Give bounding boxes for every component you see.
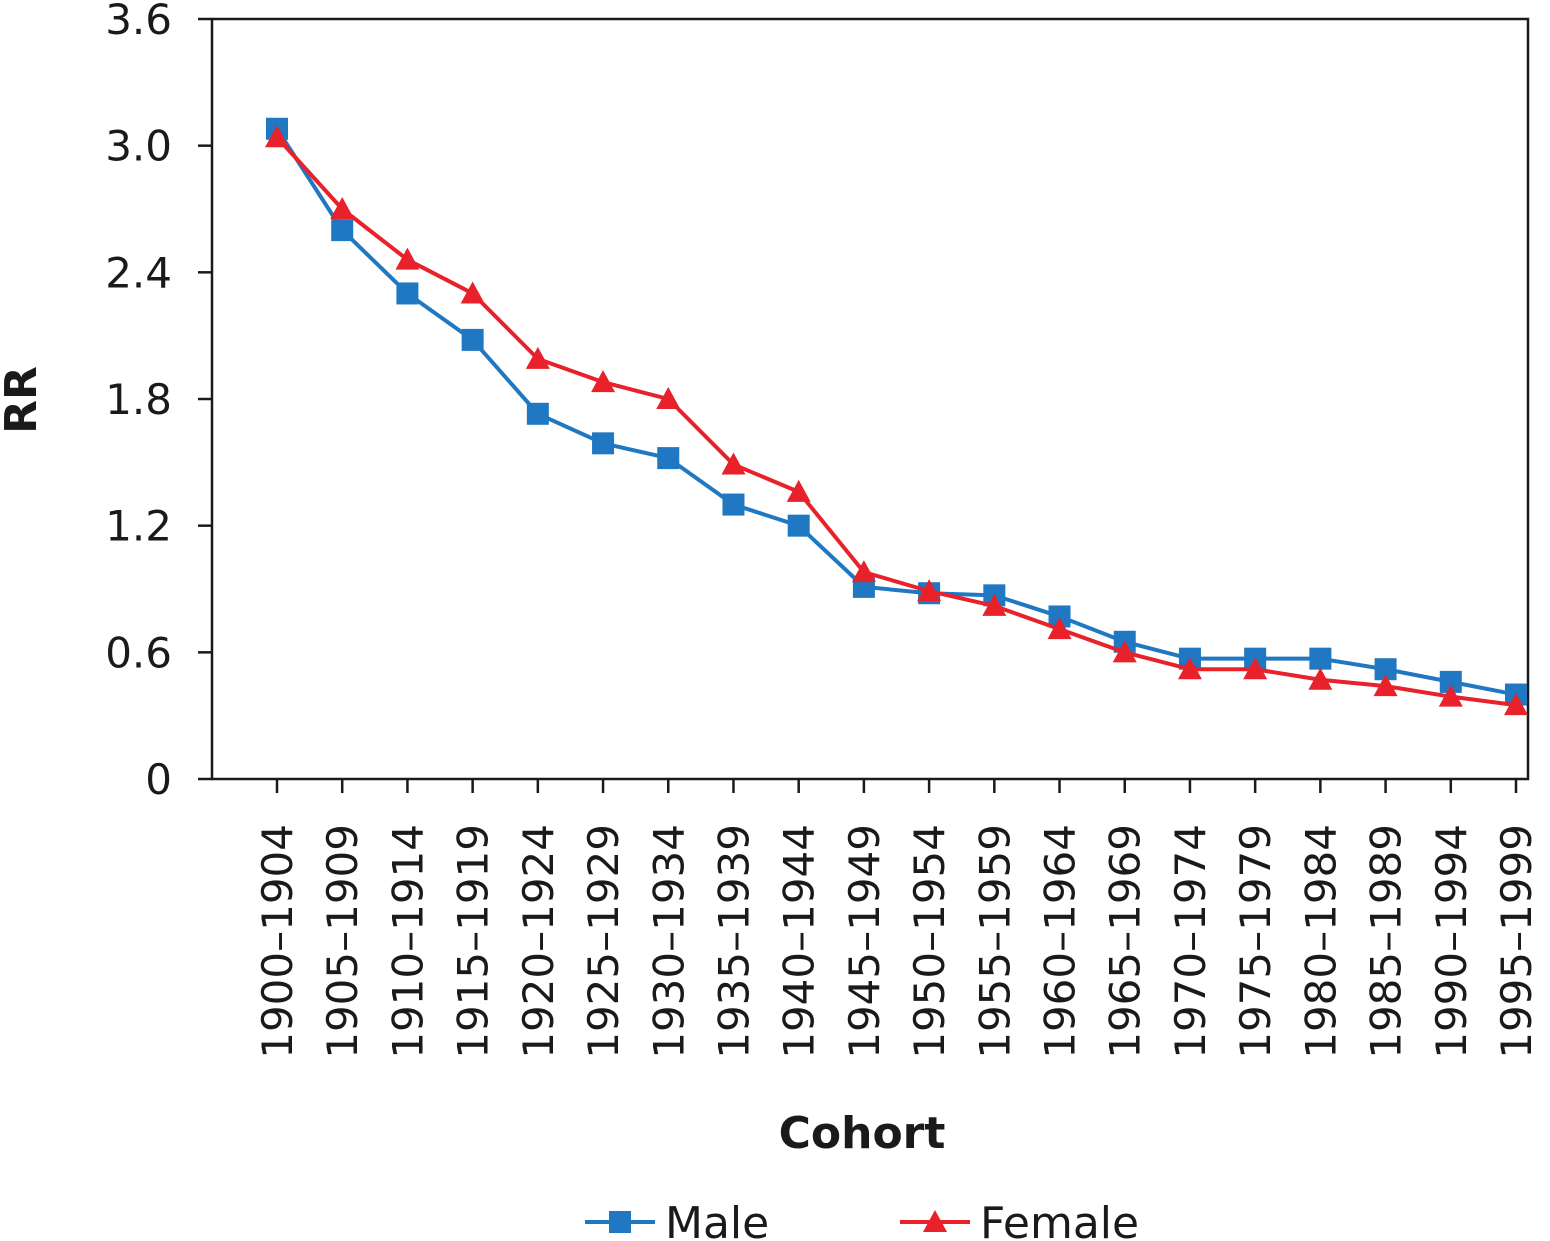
data-point-female <box>1373 674 1398 697</box>
data-point-male <box>787 514 810 537</box>
y-tick-label: 1.8 <box>105 375 172 424</box>
x-tick-label: 1975–1979 <box>1231 824 1280 1059</box>
x-tick-label: 1995–1999 <box>1492 824 1541 1059</box>
data-point-female <box>656 387 681 409</box>
x-axis-ticks: 1900–1904 1905–1909 1910–1914 1915–1919 1920… <box>253 779 1541 1059</box>
data-point-female <box>265 125 289 148</box>
x-tick-label: 1980–1984 <box>1296 824 1345 1059</box>
data-point-female <box>330 197 355 219</box>
data-point-female <box>591 370 616 393</box>
data-point-female <box>721 452 746 475</box>
data-point-female <box>982 593 1007 616</box>
legend-marker-male <box>609 1211 631 1233</box>
x-tick-label: 1985–1989 <box>1362 824 1411 1059</box>
data-point-female <box>917 579 942 602</box>
y-tick-label: 0 <box>145 755 172 804</box>
y-tick-label: 3.0 <box>105 122 172 171</box>
data-point-female <box>1112 640 1137 663</box>
series-layer <box>265 117 1528 716</box>
data-point-female <box>395 247 420 270</box>
x-tick-label: 1930–1934 <box>644 824 693 1059</box>
data-point-male <box>722 493 745 516</box>
series-male <box>266 117 1527 706</box>
x-tick-label: 1900–1904 <box>253 824 302 1059</box>
data-point-male <box>461 328 484 351</box>
x-tick-label: 1905–1909 <box>318 824 367 1059</box>
x-tick-label: 1915–1919 <box>449 824 498 1059</box>
legend: Male Female <box>585 1198 1139 1241</box>
series-line-male <box>275 127 1517 697</box>
data-point-female <box>786 479 811 502</box>
data-point-male <box>657 447 680 470</box>
x-tick-label: 1955–1959 <box>970 824 1019 1059</box>
x-axis-title: Cohort <box>779 1108 946 1159</box>
legend-label-female: Female <box>980 1198 1139 1241</box>
data-point-male <box>1439 670 1462 693</box>
data-point-male <box>1048 605 1071 628</box>
x-tick-label: 1920–1924 <box>514 824 563 1059</box>
legend-marker-female <box>923 1210 947 1232</box>
data-point-female <box>1438 684 1463 707</box>
x-tick-label: 1940–1944 <box>775 824 824 1059</box>
x-tick-label: 1960–1964 <box>1036 824 1085 1059</box>
legend-item-female: Female <box>900 1198 1139 1241</box>
y-tick-label: 3.6 <box>105 0 172 44</box>
y-axis-title: RR <box>0 366 47 434</box>
y-tick-label: 2.4 <box>105 248 172 297</box>
legend-item-male: Male <box>585 1198 769 1241</box>
series-line-female <box>275 135 1517 708</box>
legend-label-male: Male <box>665 1198 769 1241</box>
data-point-female <box>1177 657 1202 680</box>
data-point-male <box>331 219 354 242</box>
data-point-male <box>1374 658 1397 681</box>
data-point-female <box>1504 693 1528 716</box>
x-tick-label: 1950–1954 <box>905 824 954 1059</box>
x-tick-label: 1970–1974 <box>1166 824 1215 1059</box>
data-point-female <box>525 346 550 369</box>
data-point-male <box>1309 647 1332 670</box>
y-tick-label: 1.2 <box>105 502 172 551</box>
data-point-male <box>526 402 549 425</box>
data-point-male <box>592 432 615 455</box>
series-female <box>265 125 1528 716</box>
data-point-female <box>1047 617 1072 640</box>
x-tick-label: 1990–1994 <box>1427 824 1476 1059</box>
data-point-female <box>1243 657 1268 680</box>
x-tick-label: 1965–1969 <box>1101 824 1150 1059</box>
data-point-female <box>460 281 485 304</box>
x-tick-label: 1935–1939 <box>709 824 758 1059</box>
y-tick-label: 0.6 <box>105 628 172 677</box>
x-tick-label: 1910–1914 <box>383 824 432 1059</box>
data-point-female <box>851 560 876 583</box>
x-tick-label: 1925–1929 <box>579 824 628 1059</box>
x-tick-label: 1945–1949 <box>840 824 889 1059</box>
data-point-male <box>396 282 419 305</box>
data-point-female <box>1308 667 1333 690</box>
y-axis-ticks: 0 0.6 1.2 1.8 2.4 3.0 3.6 <box>105 0 212 804</box>
